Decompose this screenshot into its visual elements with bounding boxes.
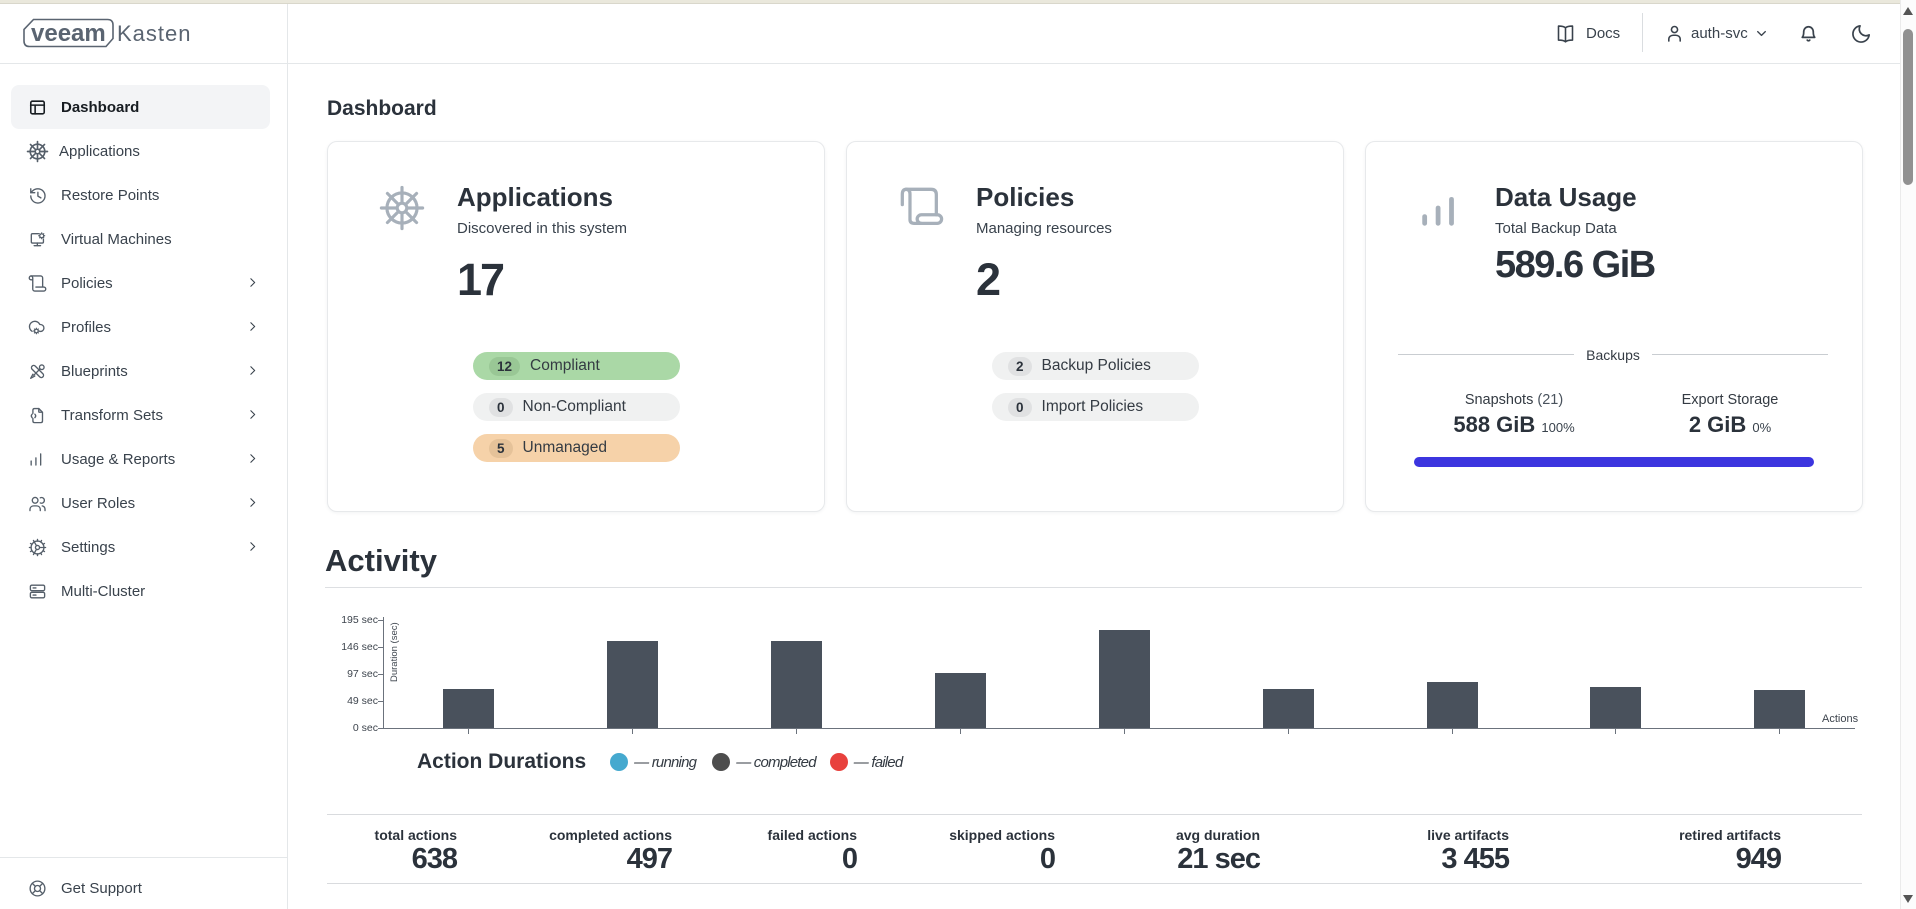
svg-text:Kasten: Kasten — [117, 21, 192, 46]
svg-text:veeam: veeam — [31, 20, 106, 47]
